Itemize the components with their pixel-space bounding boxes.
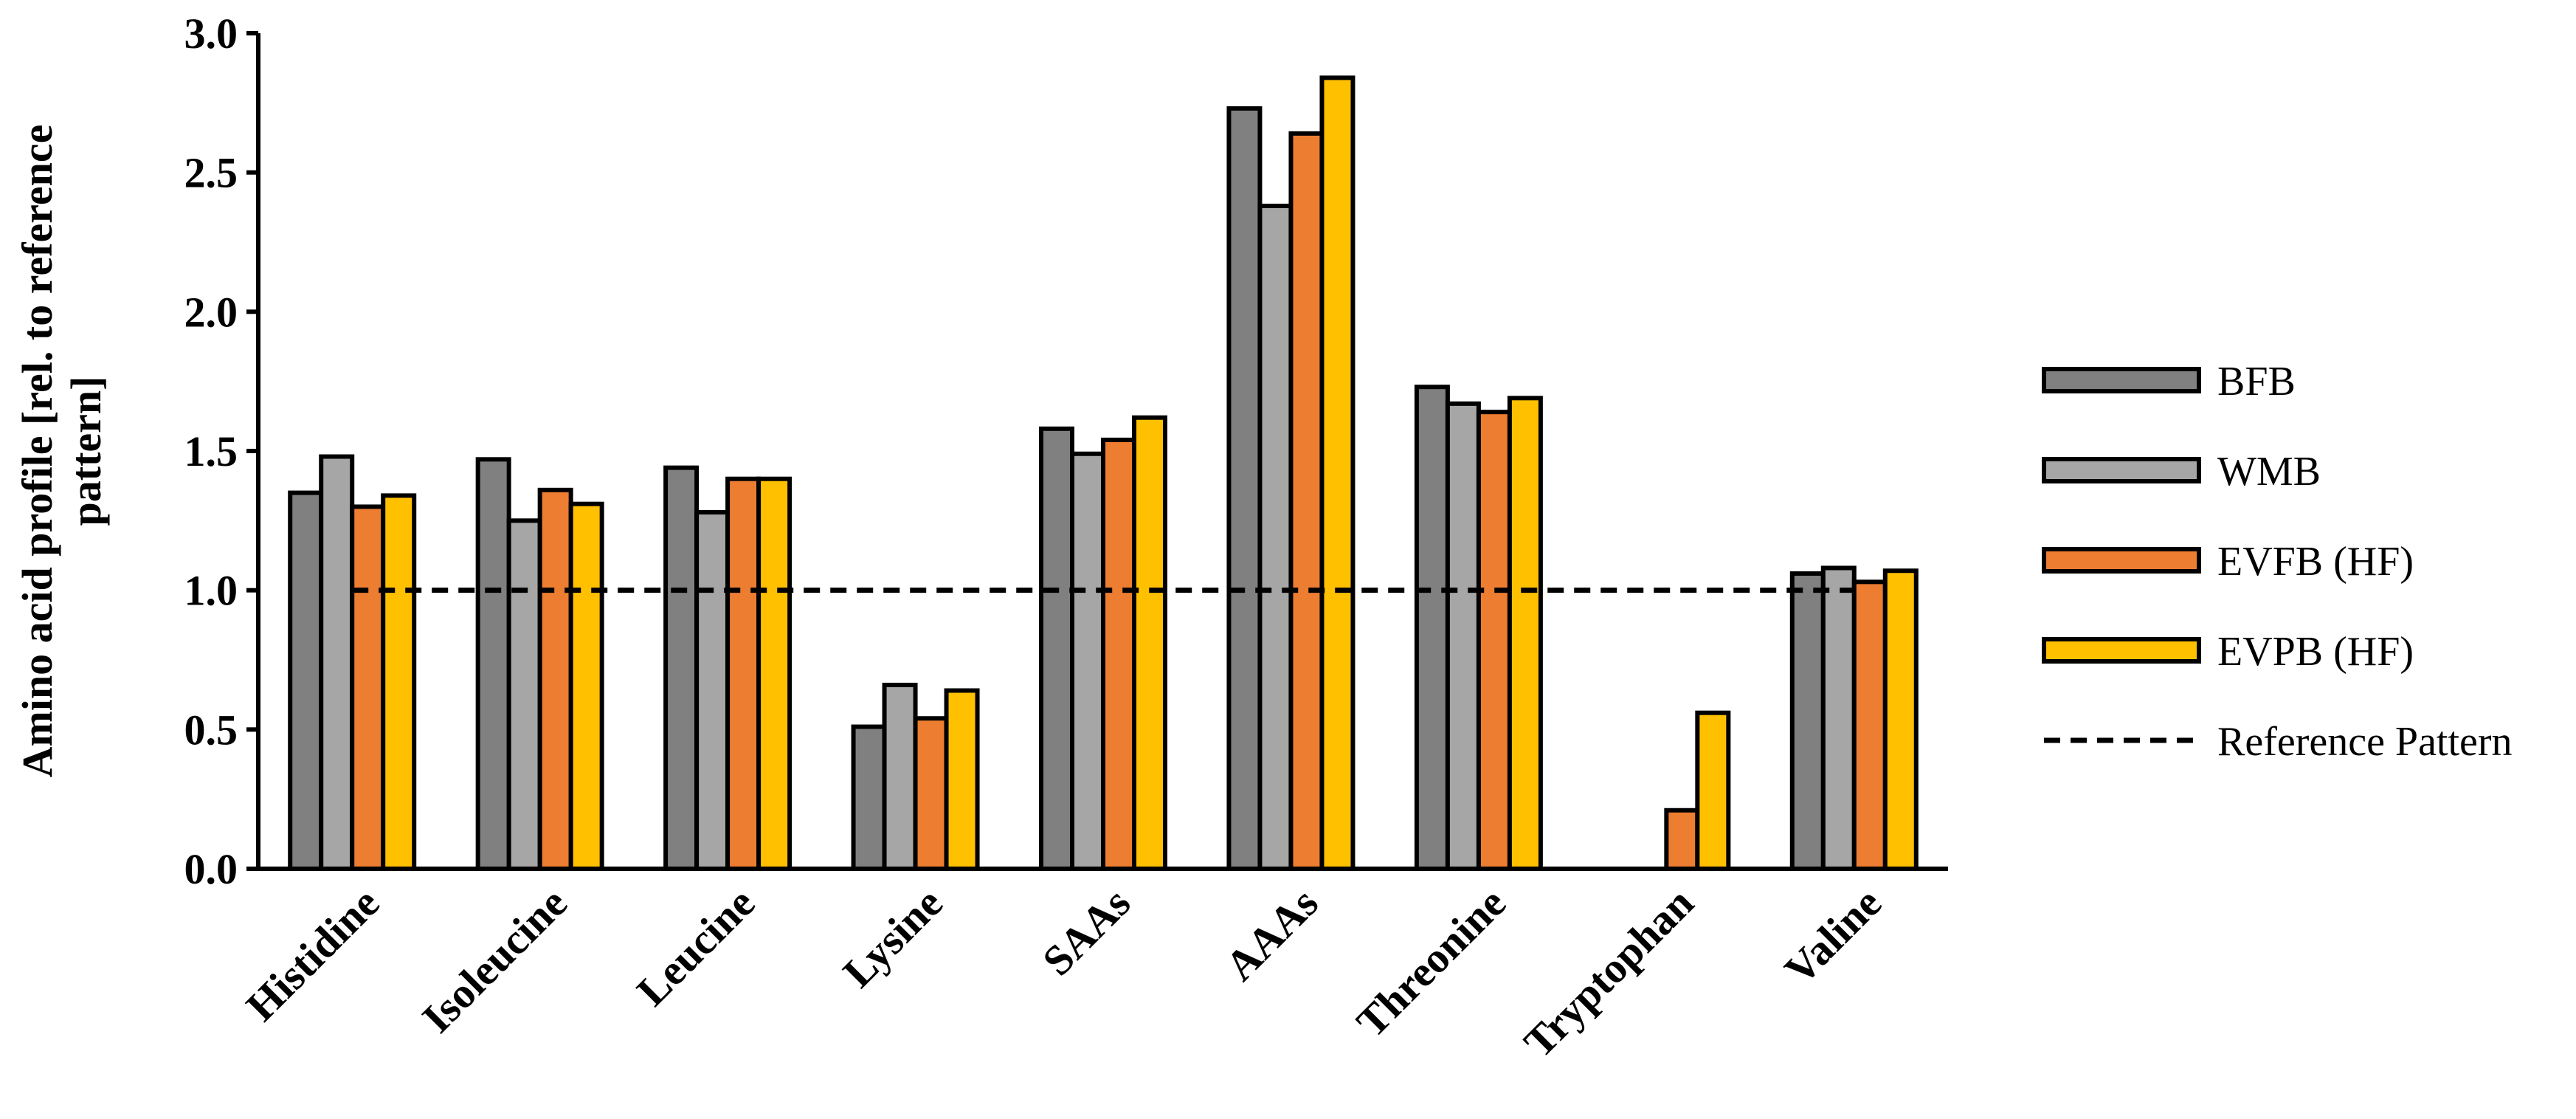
bar (288, 490, 324, 871)
bar (1851, 579, 1888, 871)
bar (1101, 437, 1136, 871)
x-tick-label: Isoleucine (412, 878, 576, 1041)
y-tick-label: 2.0 (184, 288, 238, 336)
legend-swatch (2042, 637, 2201, 664)
bar (1132, 415, 1167, 871)
legend-label: WMB (2217, 449, 2321, 495)
bar (319, 454, 355, 871)
legend: BFB WMB EVFB (HF) EVPB (HF) Reference Patter… (2042, 359, 2513, 765)
y-tick-label: 0.0 (184, 845, 238, 893)
bar (1039, 426, 1074, 871)
legend-label: Reference Pattern (2217, 719, 2513, 765)
bar (1695, 710, 1731, 872)
x-axis-ticks: Histidine Isoleucine Leucine Lysine SAAs AAAs… (237, 878, 1890, 1067)
bar (663, 465, 700, 871)
bar (913, 716, 949, 871)
legend-label: BFB (2217, 359, 2296, 404)
bar (851, 724, 887, 871)
bar (1070, 451, 1105, 871)
bar (944, 688, 980, 871)
bars-group (288, 75, 1919, 872)
bar (1664, 808, 1700, 872)
legend-label: EVPB (HF) (2217, 629, 2414, 675)
bar (694, 510, 731, 871)
bar (1414, 385, 1450, 871)
y-axis-label-line: pattern] (62, 376, 110, 526)
bar (506, 518, 542, 871)
bar (1789, 571, 1826, 871)
x-tick-label: Threonine (1347, 878, 1516, 1047)
bar (756, 476, 793, 871)
x-tick-label: Tryptophan (1515, 878, 1703, 1067)
x-tick-label: SAAs (1033, 878, 1139, 985)
bar (1257, 203, 1294, 871)
x-tick-label: Lysine (834, 878, 952, 996)
bar (1507, 396, 1543, 871)
y-tick-label: 3.0 (184, 10, 238, 58)
bar (537, 487, 573, 871)
bar (1226, 106, 1263, 871)
legend-swatch (2042, 367, 2201, 393)
x-tick-label: Histidine (237, 878, 388, 1030)
bar (1476, 410, 1512, 871)
y-tick-label: 1.5 (184, 427, 238, 475)
y-axis-label: Amino acid profile [rel. to referencepat… (13, 125, 110, 778)
bar (568, 501, 604, 872)
y-tick-label: 2.5 (184, 149, 238, 197)
y-tick-label: 1.0 (184, 567, 238, 615)
y-axis-ticks: 0.0 0.5 1.0 1.5 2.0 2.5 3.0 (184, 10, 258, 893)
legend-label: EVFB (HF) (2217, 539, 2414, 585)
y-axis-label-group: Amino acid profile [rel. to referencepat… (13, 125, 110, 778)
bar (1882, 568, 1919, 872)
x-tick-label: AAAs (1216, 878, 1327, 990)
bar (1445, 401, 1481, 871)
bar (350, 504, 386, 871)
y-tick-label: 0.5 (184, 706, 238, 754)
bar (882, 682, 918, 872)
legend-swatch (2042, 457, 2201, 483)
bar (1288, 131, 1325, 871)
bar (475, 457, 511, 871)
bar (1319, 75, 1356, 872)
x-tick-label: Valine (1775, 878, 1890, 994)
bar (725, 476, 762, 871)
x-tick-label: Leucine (627, 878, 764, 1015)
legend-swatch (2042, 547, 2201, 574)
axes-group (256, 33, 1948, 871)
bar (381, 493, 417, 872)
y-axis-label-line: Amino acid profile [rel. to reference (13, 125, 61, 778)
bar (1820, 565, 1857, 871)
